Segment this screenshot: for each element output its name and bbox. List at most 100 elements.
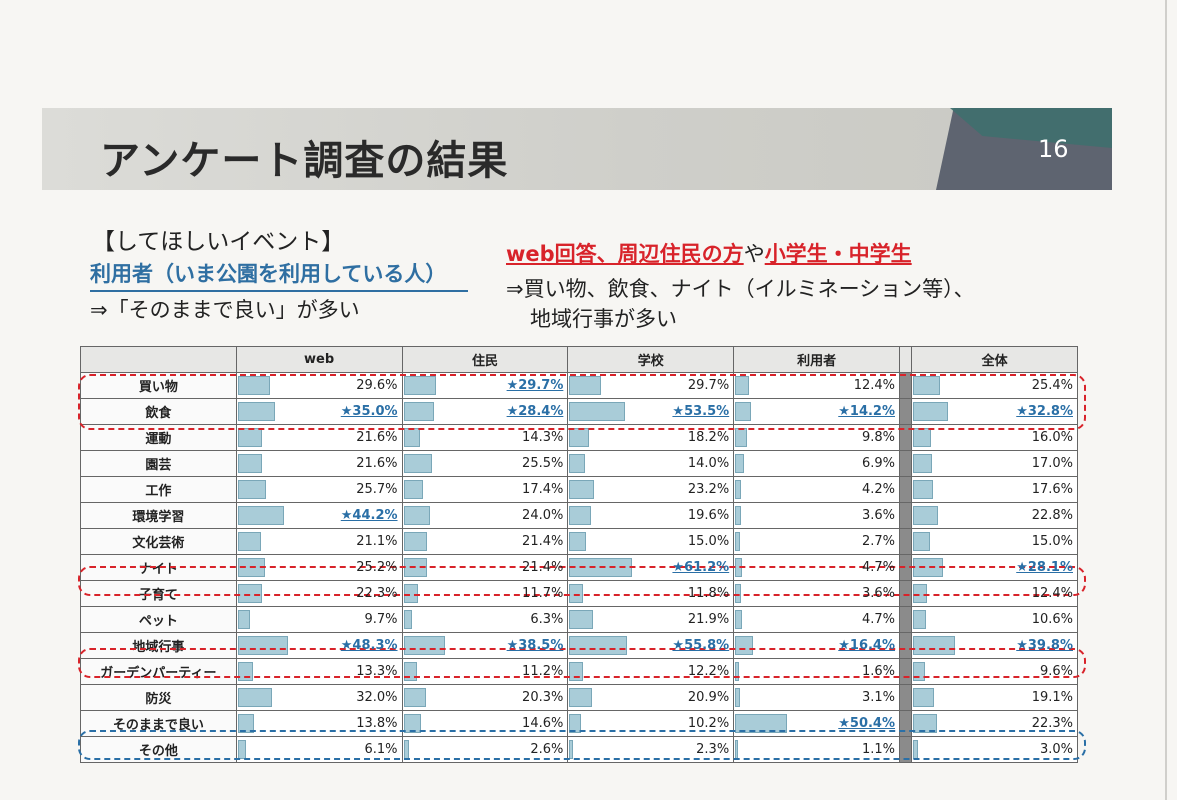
table-cell: ★55.8% — [567, 632, 735, 659]
header-band — [42, 108, 1112, 190]
value-bar — [403, 376, 436, 395]
table-cell: 17.0% — [911, 450, 1078, 477]
table-cell: 3.0% — [911, 736, 1078, 763]
value-bar — [237, 506, 284, 525]
cell-value: ★48.3% — [340, 638, 398, 653]
cell-value: 2.7% — [861, 534, 896, 549]
value-bar — [403, 532, 427, 551]
table-cell: 10.6% — [911, 606, 1078, 633]
table-cell: 13.8% — [235, 710, 403, 737]
col-separator — [899, 398, 913, 425]
row-label: 文化芸術 — [80, 528, 237, 555]
value-bar — [569, 636, 628, 655]
table-row: そのままで良い 13.8% 14.6% 10.2% ★50.4% 22.3% — [80, 710, 1078, 737]
value-bar — [913, 532, 931, 551]
cell-value: 10.2% — [687, 716, 730, 731]
value-bar — [403, 480, 423, 499]
row-label: 防災 — [80, 684, 237, 711]
table-cell: 24.0% — [401, 502, 569, 529]
table-cell: 12.4% — [911, 580, 1078, 607]
table-cell: 13.3% — [235, 658, 403, 685]
value-bar — [237, 636, 288, 655]
table-cell: 15.0% — [911, 528, 1078, 555]
value-bar — [735, 636, 754, 655]
right-note: ⇒買い物、飲食、ナイト（イルミネーション等）、 地域行事が多い — [506, 274, 975, 334]
table-cell: 6.1% — [235, 736, 403, 763]
table-cell: ★29.7% — [401, 372, 569, 399]
table-cell: ★28.4% — [401, 398, 569, 425]
table-cell: 2.3% — [567, 736, 735, 763]
value-bar — [569, 428, 590, 447]
col-separator — [899, 658, 913, 685]
col-header-users: 利用者 — [733, 346, 901, 373]
cell-value: 16.0% — [1031, 430, 1073, 445]
col-separator — [899, 450, 913, 477]
cell-value: ★39.8% — [1016, 638, 1073, 653]
value-bar — [237, 402, 275, 421]
cell-value: 19.6% — [687, 508, 730, 523]
table-row: 環境学習 ★44.2% 24.0% 19.6% 3.6% 22.8% — [80, 502, 1078, 529]
col-separator — [899, 554, 913, 581]
value-bar — [403, 662, 417, 681]
table-cell: 21.6% — [235, 450, 403, 477]
table-cell: 17.6% — [911, 476, 1078, 503]
table-cell: 25.7% — [235, 476, 403, 503]
cell-value: 17.6% — [1031, 482, 1073, 497]
value-bar — [403, 636, 445, 655]
value-bar — [569, 584, 584, 603]
table-cell: 1.1% — [733, 736, 901, 763]
table-row: 子育て 22.3% 11.7% 11.8% 3.6% 12.4% — [80, 580, 1078, 607]
cell-value: 20.3% — [522, 690, 564, 705]
cell-value: ★61.2% — [672, 560, 730, 575]
right-heading-part3: 小学生・中学生 — [764, 242, 912, 266]
col-header-total: 全体 — [911, 346, 1078, 373]
table-cell: 9.6% — [911, 658, 1078, 685]
value-bar — [735, 506, 742, 525]
cell-value: 1.1% — [861, 742, 896, 757]
cell-value: 13.8% — [356, 716, 398, 731]
value-bar — [237, 532, 261, 551]
cell-value: ★28.4% — [506, 404, 564, 419]
table-cell: ★16.4% — [733, 632, 901, 659]
cell-value: 14.3% — [522, 430, 564, 445]
left-note: ⇒「そのままで良い」が多い — [90, 298, 360, 322]
cell-value: 2.3% — [696, 742, 730, 757]
table-cell: 21.4% — [401, 528, 569, 555]
row-label: ペット — [80, 606, 237, 633]
cell-value: 12.2% — [687, 664, 730, 679]
table-cell: 4.7% — [733, 606, 901, 633]
table-cell: 14.6% — [401, 710, 569, 737]
cell-value: 15.0% — [687, 534, 730, 549]
value-bar — [237, 558, 265, 577]
table-cell: 22.3% — [235, 580, 403, 607]
cell-value: 18.2% — [687, 430, 730, 445]
value-bar — [569, 558, 633, 577]
table-cell: 1.6% — [733, 658, 901, 685]
value-bar — [913, 506, 939, 525]
cell-value: 25.4% — [1031, 378, 1073, 393]
value-bar — [237, 662, 253, 681]
page-edge — [1165, 0, 1167, 800]
col-separator — [899, 710, 913, 737]
cell-value: 9.6% — [1039, 664, 1073, 679]
table-row: 文化芸術 21.1% 21.4% 15.0% 2.7% 15.0% — [80, 528, 1078, 555]
row-label: 地域行事 — [80, 632, 237, 659]
value-bar — [913, 740, 919, 759]
value-bar — [569, 610, 594, 629]
value-bar — [403, 402, 434, 421]
cell-value: 12.4% — [853, 378, 896, 393]
value-bar — [403, 688, 426, 707]
value-bar — [735, 402, 752, 421]
cell-value: 21.6% — [356, 456, 398, 471]
table-row: 運動 21.6% 14.3% 18.2% 9.8% 16.0% — [80, 424, 1078, 451]
row-label: 工作 — [80, 476, 237, 503]
table-cell: 20.9% — [567, 684, 735, 711]
cell-value: 9.8% — [861, 430, 896, 445]
value-bar — [403, 584, 418, 603]
cell-value: 14.6% — [522, 716, 564, 731]
col-separator — [899, 424, 913, 451]
value-bar — [913, 636, 956, 655]
cell-value: 12.4% — [1031, 586, 1073, 601]
value-bar — [569, 532, 587, 551]
cell-value: 3.1% — [861, 690, 896, 705]
